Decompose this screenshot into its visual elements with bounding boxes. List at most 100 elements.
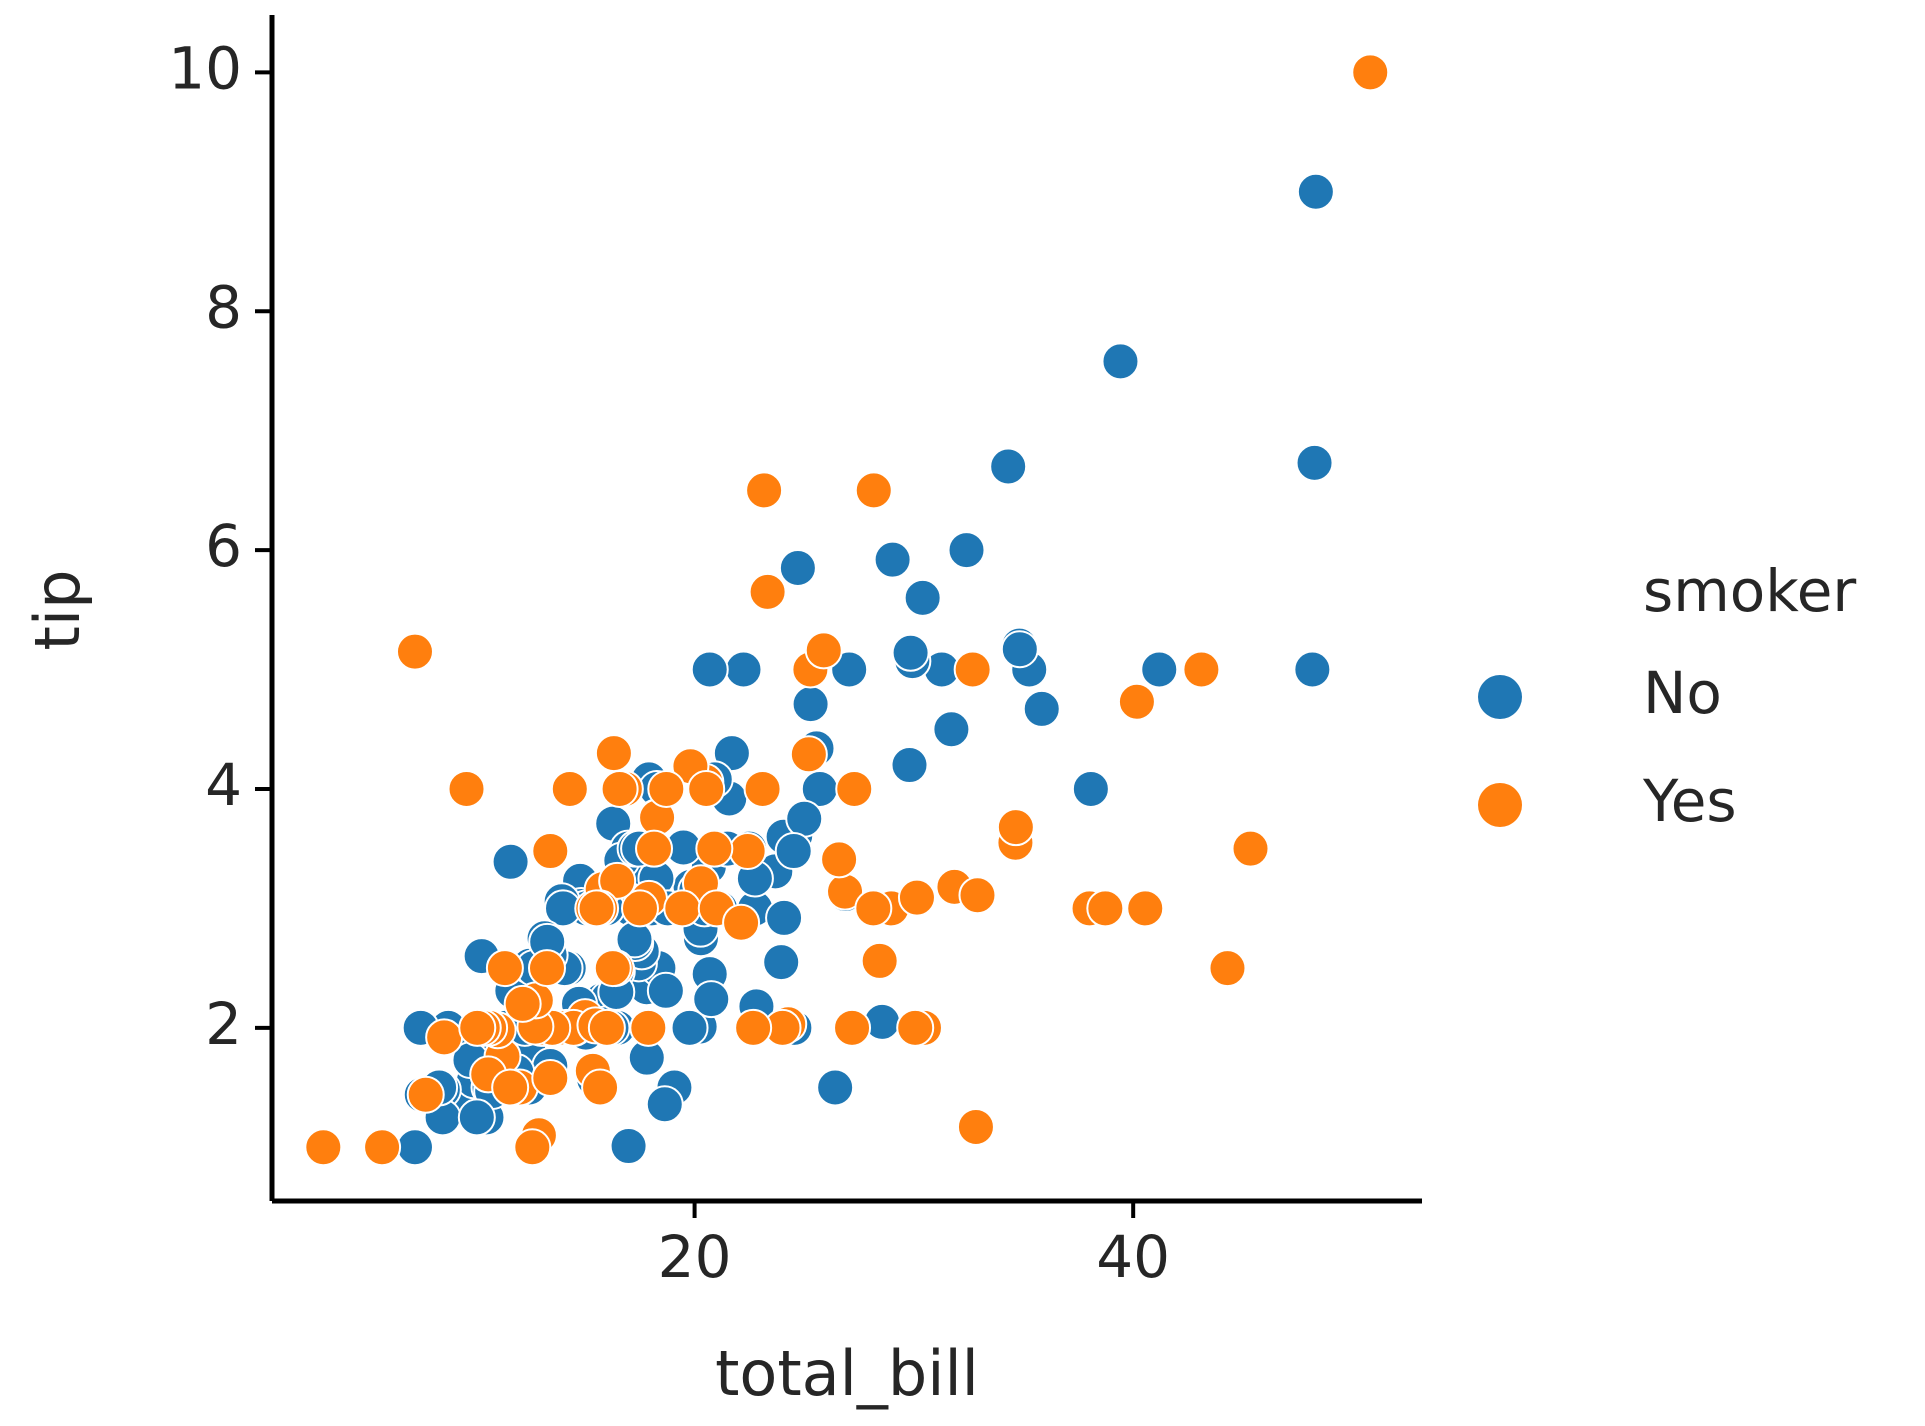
- x-axis-label: total_bill: [715, 1337, 979, 1410]
- point: [425, 1018, 464, 1057]
- point: [593, 949, 632, 988]
- point: [833, 1008, 872, 1047]
- y-tick-label: 8: [205, 273, 242, 341]
- point: [447, 769, 486, 808]
- point: [457, 1098, 496, 1137]
- point: [789, 735, 828, 774]
- point: [724, 650, 763, 689]
- point: [670, 1008, 709, 1047]
- point: [620, 889, 659, 928]
- legend-marker: [1478, 675, 1522, 719]
- point: [873, 540, 912, 579]
- point: [1182, 650, 1221, 689]
- point: [629, 1008, 668, 1047]
- legend-marker: [1478, 783, 1522, 827]
- point: [1351, 53, 1390, 92]
- point: [531, 1058, 570, 1097]
- point: [491, 842, 530, 881]
- legend-label: No: [1643, 659, 1722, 727]
- point: [748, 572, 787, 611]
- point: [363, 1128, 402, 1167]
- point: [891, 633, 930, 672]
- point: [598, 861, 637, 900]
- point: [712, 734, 751, 773]
- point: [1022, 689, 1061, 728]
- point: [635, 829, 674, 868]
- point: [647, 769, 686, 808]
- point: [1208, 949, 1247, 988]
- point: [774, 832, 813, 871]
- point: [1117, 682, 1156, 721]
- point: [600, 769, 639, 808]
- point: [958, 876, 997, 915]
- point: [587, 1008, 626, 1047]
- point: [804, 631, 843, 670]
- point: [778, 548, 817, 587]
- point: [860, 941, 899, 980]
- point: [663, 889, 702, 928]
- point: [947, 531, 986, 570]
- point: [609, 1127, 648, 1166]
- point: [1293, 650, 1332, 689]
- y-tick-label: 6: [205, 512, 242, 580]
- point: [503, 984, 542, 1023]
- point: [687, 769, 726, 808]
- point: [550, 769, 589, 808]
- x-tick-label: 40: [1096, 1223, 1170, 1291]
- point: [996, 808, 1035, 847]
- x-tick-label: 20: [658, 1223, 732, 1291]
- point: [513, 1128, 552, 1167]
- point: [932, 710, 971, 749]
- y-tick-label: 10: [168, 34, 242, 102]
- point: [1231, 829, 1270, 868]
- point: [581, 1068, 620, 1107]
- y-tick-label: 4: [205, 751, 242, 819]
- point: [791, 685, 830, 724]
- point: [692, 980, 731, 1019]
- point: [897, 878, 936, 917]
- point: [485, 949, 524, 988]
- point: [734, 1008, 773, 1047]
- point: [646, 971, 685, 1010]
- point: [458, 1008, 497, 1047]
- point: [1295, 443, 1334, 482]
- point: [903, 578, 942, 617]
- y-tick-label: 2: [205, 990, 242, 1058]
- point: [1071, 769, 1110, 808]
- point: [989, 447, 1028, 486]
- legend-label: Yes: [1642, 767, 1737, 835]
- point: [491, 1068, 530, 1107]
- point: [695, 829, 734, 868]
- point: [690, 650, 729, 689]
- point: [762, 943, 801, 982]
- point: [728, 832, 767, 871]
- point: [406, 1075, 445, 1114]
- point: [835, 769, 874, 808]
- point: [1101, 342, 1140, 381]
- point: [816, 1068, 855, 1107]
- point: [1000, 630, 1039, 669]
- legend-title: smoker: [1643, 557, 1856, 625]
- point: [531, 832, 570, 871]
- point: [820, 840, 859, 879]
- point: [1086, 889, 1125, 928]
- y-axis-label: tip: [21, 570, 94, 651]
- point: [528, 949, 566, 988]
- point: [1296, 172, 1335, 211]
- point: [854, 889, 893, 928]
- point: [854, 471, 893, 510]
- point: [304, 1128, 343, 1167]
- point: [830, 650, 869, 689]
- point: [577, 889, 616, 928]
- point: [890, 746, 929, 785]
- point: [722, 903, 761, 942]
- point: [594, 734, 633, 773]
- point: [953, 650, 992, 689]
- point: [1140, 650, 1179, 689]
- point: [395, 1128, 434, 1167]
- point: [765, 898, 804, 937]
- point: [395, 632, 434, 671]
- point: [743, 769, 782, 808]
- point: [645, 1085, 684, 1124]
